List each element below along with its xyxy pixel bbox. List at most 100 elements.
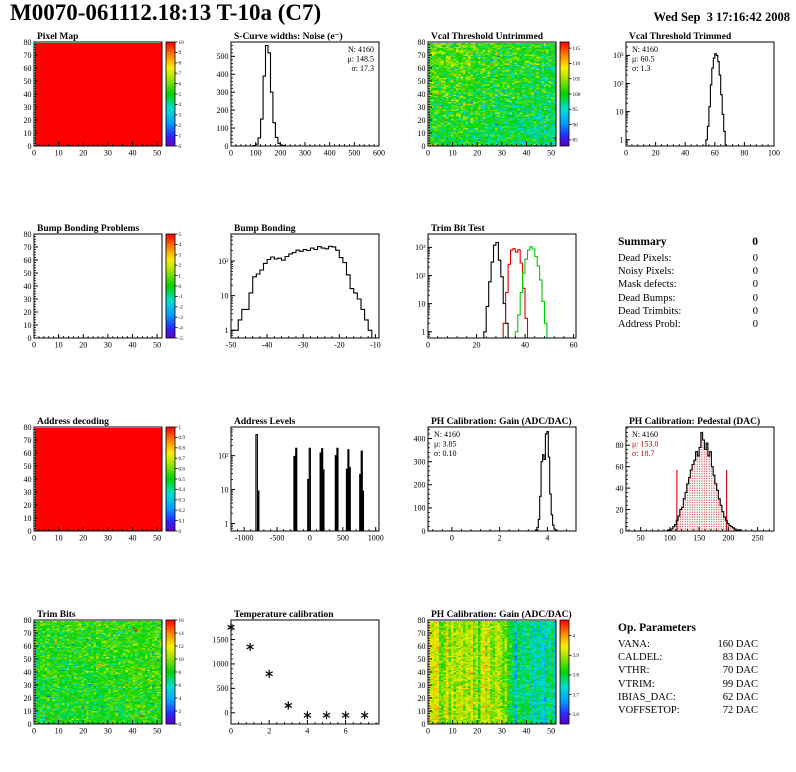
panel-address-decoding: 0 10 20 30 40 50 0 10 20 30 40 50 60 70 80 0 0.1 0.2 0.3 0.… (8, 415, 200, 547)
stats-line: σ: 1.3 (632, 64, 651, 73)
y-tick-label: 10 (221, 291, 229, 300)
y-tick-label: 1500 (213, 635, 229, 644)
colorbar-tick-label: 1 (179, 273, 182, 279)
colorbar-tick-label: 90 (573, 122, 579, 128)
colorbar-tick-label: 5 (179, 92, 182, 98)
x-tick-label: 60 (570, 341, 578, 350)
y-tick-label: 80 (418, 38, 426, 47)
summary-row: Noisy Pixels: 0 (618, 265, 758, 278)
y-tick-label: 10² (218, 451, 229, 460)
y-tick-label: 20 (418, 694, 426, 703)
x-tick-label: 20 (79, 727, 87, 736)
row-value: 0 (752, 266, 758, 278)
colorbar-tick-label: 2 (179, 709, 182, 715)
trim-bits-2-histogram (428, 246, 576, 339)
x-tick-label: 50 (153, 534, 161, 543)
colorbar-tick-label: 0.1 (179, 518, 186, 524)
y-tick-label: 0 (28, 720, 32, 729)
plot-title: PH Calibration: Pedestal (DAC) (629, 416, 760, 427)
y-tick-label: 70 (418, 51, 426, 60)
colorbar-tick-label: 95 (573, 107, 579, 113)
y-tick-label: 50 (24, 77, 32, 86)
y-tick-label: 30 (418, 103, 426, 112)
x-tick-label: 0 (624, 149, 628, 158)
plot-title: Vcal Threshold Trimmed (629, 32, 732, 42)
panel-op-parameters: Op. Parameters VANA: 160 DAC CALDEL: 83 DAC V… (600, 608, 772, 740)
colorbar-tick-label: 5 (179, 232, 182, 238)
x-tick-label: 0 (426, 727, 430, 736)
row-value: 0 (752, 305, 758, 317)
y-tick-label: 10² (415, 271, 426, 280)
plot-title: Pixel Map (37, 32, 78, 42)
trim-bits-0-histogram (428, 241, 576, 339)
stats-line: N: 4160 (348, 45, 374, 54)
y-tick-label: 50 (418, 77, 426, 86)
x-tick-label: 50 (637, 534, 645, 543)
x-tick-label: 400 (324, 149, 336, 158)
pixel-map-plot: 0 10 20 30 40 50 0 10 20 30 40 50 60 70 80 0 1 2 3 4 5 6 7 8 9 10… (24, 32, 185, 158)
summary-header-label: Summary (618, 236, 667, 248)
x-tick-label: 500 (337, 534, 349, 543)
y-tick-label: 80 (24, 423, 32, 432)
colorbar-tick-label: 4 (179, 696, 182, 702)
star-marker (265, 669, 273, 678)
plot-frame (33, 426, 163, 532)
y-tick-label: 10³ (613, 51, 624, 60)
x-tick-label: 20 (79, 534, 87, 543)
y-tick-label: 100 (414, 504, 426, 513)
y-tick-label: 200 (414, 481, 426, 490)
pixel-map-heatmap (34, 42, 162, 146)
x-tick-label: 250 (752, 534, 764, 543)
stats-line: σ: 0.10 (434, 449, 457, 458)
y-tick-label: 0 (422, 527, 426, 536)
y-tick-label: 30 (24, 103, 32, 112)
x-tick-label: 4 (545, 534, 549, 543)
colorbar-tick-label: 0 (179, 284, 182, 290)
y-tick-label: 10 (221, 485, 229, 494)
plot-title: Address decoding (37, 417, 109, 427)
y-tick-label: 10 (418, 299, 426, 308)
vcal-untrimmed-plot: 0 10 20 30 40 50 0 10 20 30 40 50 60 70 80 85 90 95 100 105… (418, 32, 581, 158)
colorbar (559, 41, 570, 147)
y-tick-label: 10 (616, 107, 624, 116)
x-tick-label: 30 (104, 149, 112, 158)
y-tick-label: 10 (418, 707, 426, 716)
x-tick-label: 40 (128, 534, 136, 543)
x-tick-label: 200 (722, 534, 734, 543)
ph-gain-hist-histogram (428, 431, 576, 532)
colorbar-tick-label: 2 (179, 123, 182, 129)
summary-row: Dead Trimbits: 0 (618, 305, 758, 318)
plot-frame (230, 619, 380, 725)
y-tick-label: 60 (616, 462, 624, 471)
x-tick-label: -20 (334, 341, 345, 350)
colorbar-tick-label: 0 (179, 722, 182, 728)
colorbar-tick-label: -2 (179, 305, 184, 311)
op-parameters-header-label: Op. Parameters (618, 622, 696, 634)
x-tick-label: 20 (473, 149, 481, 158)
y-tick-label: 60 (24, 64, 32, 73)
plot-frame (625, 41, 775, 147)
y-tick-label: 60 (418, 642, 426, 651)
colorbar-tick-label: 4 (179, 102, 182, 108)
y-tick-label: 70 (24, 436, 32, 445)
plot-title: PH Calibration: Gain (ADC/DAC) (431, 609, 572, 620)
plot-frame (427, 426, 577, 532)
y-tick-label: 1 (620, 136, 624, 145)
x-tick-label: 10 (55, 149, 63, 158)
star-marker (322, 711, 331, 720)
y-tick-label: 200 (217, 106, 229, 115)
y-tick-label: 20 (24, 501, 32, 510)
plot-frame (33, 233, 163, 339)
colorbar-tick-label: 7 (179, 71, 182, 77)
plot-title: PH Calibration: Gain (ADC/DAC) (431, 416, 572, 427)
x-tick-label: -40 (262, 341, 273, 350)
y-tick-label: 70 (24, 51, 32, 60)
colorbar-tick-label: 14 (179, 631, 185, 637)
trim-bit-test-plot: 0 20 40 60 1 10 10² 10³ Trim Bit Test (415, 224, 578, 350)
y-tick-label: 0 (28, 142, 32, 151)
row-label: VTHR: (618, 665, 650, 677)
row-value: 70 DAC (722, 665, 758, 677)
y-tick-label: 50 (24, 269, 32, 278)
plot-frame (625, 426, 775, 532)
